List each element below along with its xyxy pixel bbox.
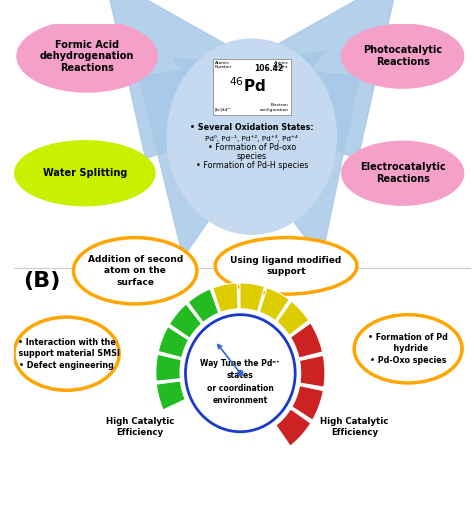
Text: (B): (B) [23,271,61,291]
Text: [kr]4d¹⁰: [kr]4d¹⁰ [215,108,231,112]
Polygon shape [300,355,325,387]
Ellipse shape [215,237,357,294]
Text: (A): (A) [23,44,61,64]
Ellipse shape [341,24,465,89]
Text: • Several Oxidation States:: • Several Oxidation States: [190,123,314,132]
Polygon shape [213,283,238,312]
Ellipse shape [341,141,465,206]
Circle shape [237,370,244,376]
Polygon shape [277,301,309,335]
Text: Photocatalytic
Reactions: Photocatalytic Reactions [363,45,442,67]
Text: 106.42: 106.42 [255,64,283,74]
Polygon shape [188,289,219,322]
Ellipse shape [167,39,337,234]
Ellipse shape [354,315,462,383]
Text: Water Splitting: Water Splitting [43,168,127,178]
Text: species: species [237,151,267,161]
Polygon shape [158,327,189,358]
Text: High Catalytic
Efficiency: High Catalytic Efficiency [106,417,174,437]
Text: • Formation of Pd-H species: • Formation of Pd-H species [196,161,308,170]
Polygon shape [292,386,323,420]
Ellipse shape [14,140,156,207]
Polygon shape [291,323,322,358]
Circle shape [185,315,295,432]
Text: Addition of second
atom on the
surface: Addition of second atom on the surface [88,255,183,287]
Polygon shape [240,283,264,312]
Text: Way Tune the Pdⁿ⁺
states
or coordination
environment: Way Tune the Pdⁿ⁺ states or coordination… [201,359,280,405]
Text: Electrocatalytic
Reactions: Electrocatalytic Reactions [360,162,446,184]
Text: Pd⁰, Pd⁻¹, Pd⁺², Pd⁺³, Pd⁺⁴: Pd⁰, Pd⁻¹, Pd⁺², Pd⁺³, Pd⁺⁴ [205,134,298,142]
Text: Using ligand modified
support: Using ligand modified support [230,255,342,276]
Polygon shape [276,409,311,446]
Text: • Formation of Pd-oxo: • Formation of Pd-oxo [208,143,296,152]
Text: Atomic
Weight: Atomic Weight [273,61,289,69]
Text: Atomic
Number: Atomic Number [215,61,232,69]
FancyBboxPatch shape [213,59,291,115]
Polygon shape [259,287,289,321]
Polygon shape [156,354,182,381]
Polygon shape [156,381,185,410]
Ellipse shape [16,20,158,93]
Ellipse shape [73,237,197,304]
Text: • Interaction with the
  support material SMSI
• Defect engineering: • Interaction with the support material … [13,338,120,370]
Text: Formic Acid
dehydrogenation
Reactions: Formic Acid dehydrogenation Reactions [40,40,134,73]
Ellipse shape [14,317,119,390]
Polygon shape [169,304,201,338]
Text: Electron
configuration: Electron configuration [260,103,289,112]
Text: $^{46}$Pd: $^{46}$Pd [229,76,266,95]
Text: High Catalytic
Efficiency: High Catalytic Efficiency [320,417,389,437]
Text: • Formation of Pd
  hydride
• Pd-Oxo species: • Formation of Pd hydride • Pd-Oxo speci… [368,333,448,365]
